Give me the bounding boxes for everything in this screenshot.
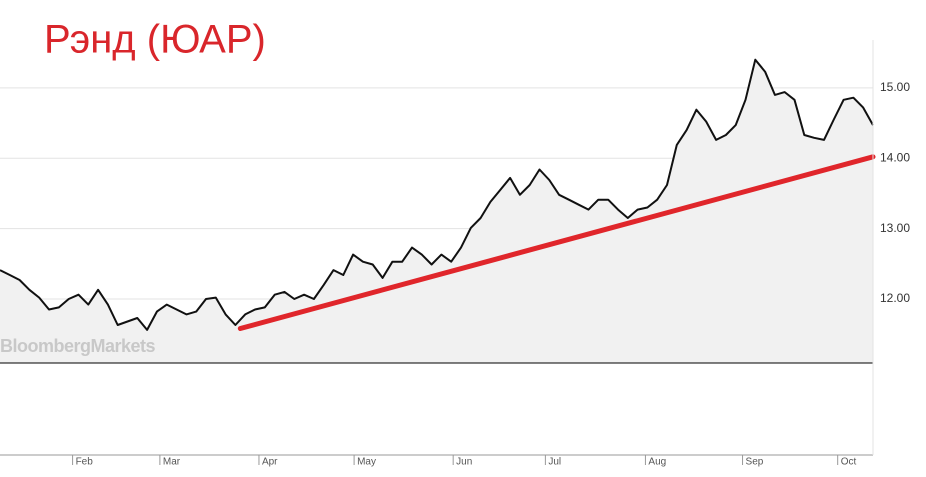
x-tick-label: Sep <box>746 457 764 468</box>
x-tick-label: Oct <box>841 457 857 468</box>
y-tick-label: 15.00 <box>880 80 910 94</box>
y-tick-label: 13.00 <box>880 221 910 235</box>
trend-line <box>237 154 876 332</box>
x-tick-label: Apr <box>262 457 278 468</box>
chart-title: Рэнд (ЮАР) <box>44 18 266 62</box>
watermark: BloombergMarkets <box>0 336 156 356</box>
x-tick-label: Aug <box>648 457 666 468</box>
area <box>0 59 873 363</box>
line <box>0 58 874 331</box>
x-tick-label: May <box>357 457 376 468</box>
x-tick-label: Feb <box>76 457 94 468</box>
x-tick-label: Mar <box>163 457 181 468</box>
y-tick-label: 12.00 <box>880 291 910 305</box>
x-tick-label: Jun <box>456 457 472 468</box>
x-tick-label: Jul <box>548 457 561 468</box>
y-tick-label: 14.00 <box>880 150 910 164</box>
